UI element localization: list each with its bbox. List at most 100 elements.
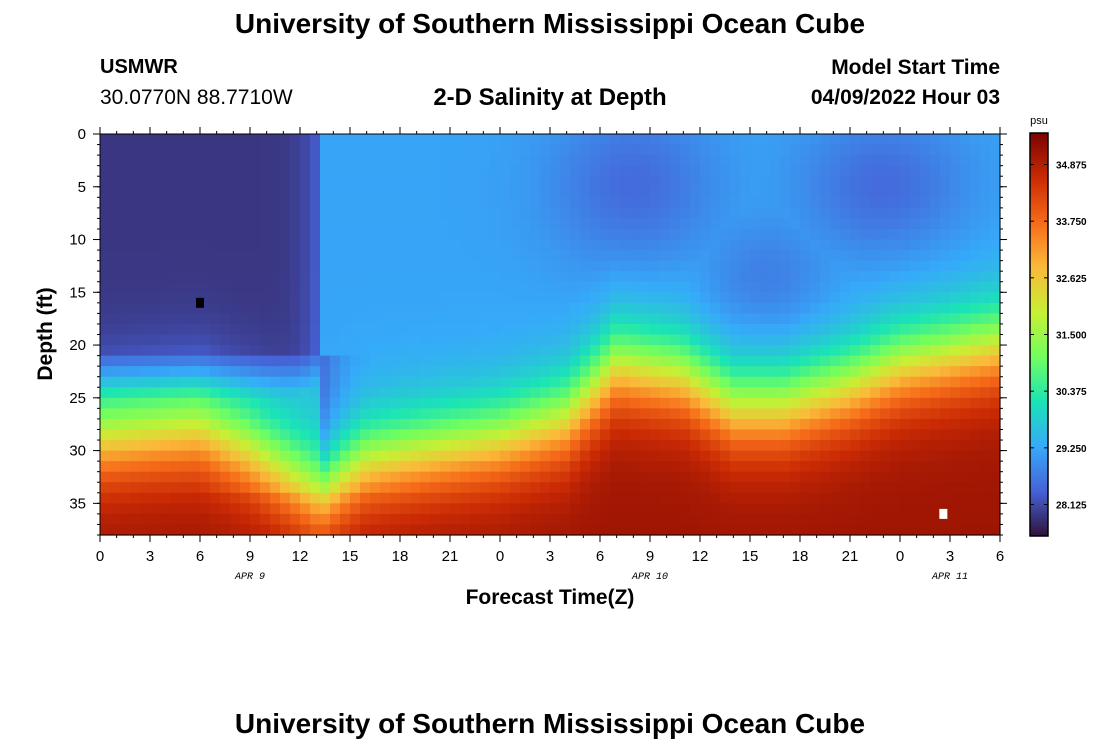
heatmap-cell [610, 450, 621, 462]
heatmap-cell [460, 397, 471, 409]
heatmap-cell [610, 503, 621, 515]
heatmap-cell [300, 366, 311, 378]
heatmap-cell [710, 513, 721, 526]
heatmap-cell [270, 450, 281, 462]
heatmap-cell [940, 239, 951, 251]
heatmap-cell [800, 355, 811, 367]
heatmap-cell [160, 155, 171, 167]
heatmap-cell [380, 134, 391, 146]
heatmap-cell [860, 524, 871, 536]
heatmap-cell [940, 323, 951, 336]
heatmap-cell [620, 281, 631, 293]
heatmap-cell [500, 503, 511, 515]
heatmap-cell [830, 513, 841, 526]
heatmap-cell [440, 440, 451, 452]
heatmap-cell [600, 186, 611, 198]
heatmap-cell [260, 492, 271, 504]
heatmap-cell [480, 271, 491, 283]
heatmap-cell [280, 366, 291, 378]
heatmap-cell [880, 376, 891, 388]
heatmap-cell [500, 323, 511, 336]
heatmap-cell [490, 218, 501, 230]
heatmap-cell [900, 397, 911, 409]
heatmap-cell [370, 524, 381, 536]
heatmap-cell [130, 471, 141, 483]
heatmap-cell [680, 440, 691, 452]
x-tick-label: 18 [792, 548, 809, 565]
heatmap-cell [440, 313, 451, 325]
heatmap-cell [390, 355, 401, 367]
heatmap-cell [660, 186, 671, 198]
heatmap-cell [480, 260, 491, 272]
heatmap-cell [610, 429, 621, 441]
heatmap-cell [970, 397, 981, 409]
heatmap-cell [600, 197, 611, 209]
heatmap-cell [800, 323, 811, 336]
heatmap-cell [540, 218, 551, 230]
heatmap-cell [110, 239, 121, 251]
heatmap-cell [810, 292, 821, 304]
heatmap-cell [570, 313, 581, 325]
heatmap-cell [910, 197, 921, 209]
axes: 0 3 6 9 12 15 18 21 0 3 6 9 12 15 18 21 0 3 60510152025303… [69, 126, 1007, 583]
heatmap-cell [560, 155, 571, 167]
heatmap-cell [920, 239, 931, 251]
heatmap-cell [160, 387, 171, 399]
heatmap-cell [990, 144, 1001, 156]
heatmap-cell [580, 250, 591, 262]
heatmap-cell [320, 144, 331, 156]
heatmap-cell [530, 387, 541, 399]
heatmap-cell [120, 250, 131, 262]
heatmap-cell [620, 450, 631, 462]
heatmap-cell [480, 471, 491, 483]
heatmap-cell [130, 176, 141, 188]
main-title: University of Southern Mississippi Ocean… [234, 8, 866, 39]
heatmap-cell [660, 524, 671, 536]
heatmap-cell [990, 450, 1001, 462]
heatmap-cell [880, 440, 891, 452]
heatmap-cell [250, 482, 261, 494]
heatmap-cell [680, 250, 691, 262]
heatmap-cell [420, 408, 431, 420]
heatmap-cell [800, 165, 811, 177]
heatmap-cell [770, 524, 781, 536]
heatmap-cell [530, 292, 541, 304]
heatmap-cell [620, 144, 631, 156]
heatmap-cell [660, 345, 671, 357]
heatmap-cell [320, 355, 331, 367]
heatmap-cell [450, 440, 461, 452]
heatmap-cell [690, 260, 701, 272]
heatmap-cell [540, 471, 551, 483]
heatmap-cell [560, 397, 571, 409]
heatmap-cell [330, 155, 341, 167]
heatmap-cell [160, 271, 171, 283]
heatmap-cell [910, 260, 921, 272]
heatmap-cell [720, 218, 731, 230]
heatmap-cell [340, 207, 351, 220]
heatmap-cell [140, 440, 151, 452]
heatmap-cell [710, 334, 721, 346]
heatmap-cell [290, 366, 301, 378]
heatmap-cell [530, 524, 541, 536]
heatmap-cell [520, 471, 531, 483]
heatmap-cell [930, 334, 941, 346]
heatmap-cell [780, 334, 791, 346]
heatmap-cell [400, 313, 411, 325]
heatmap-cell [690, 323, 701, 336]
heatmap-cell [750, 440, 761, 452]
heatmap-cell [260, 207, 271, 220]
heatmap-cell [200, 197, 211, 209]
heatmap-cell [470, 503, 481, 515]
heatmap-cell [390, 197, 401, 209]
heatmap-cell [420, 429, 431, 441]
heatmap-cell [500, 165, 511, 177]
heatmap-cell [520, 482, 531, 494]
x-tick-label: 18 [392, 548, 409, 565]
heatmap-cell [960, 513, 971, 526]
heatmap-cell [280, 355, 291, 367]
heatmap-cell [120, 461, 131, 473]
heatmap-cell [660, 250, 671, 262]
heatmap-cell [590, 387, 601, 399]
heatmap-cell [430, 207, 441, 220]
heatmap-cell [590, 186, 601, 198]
